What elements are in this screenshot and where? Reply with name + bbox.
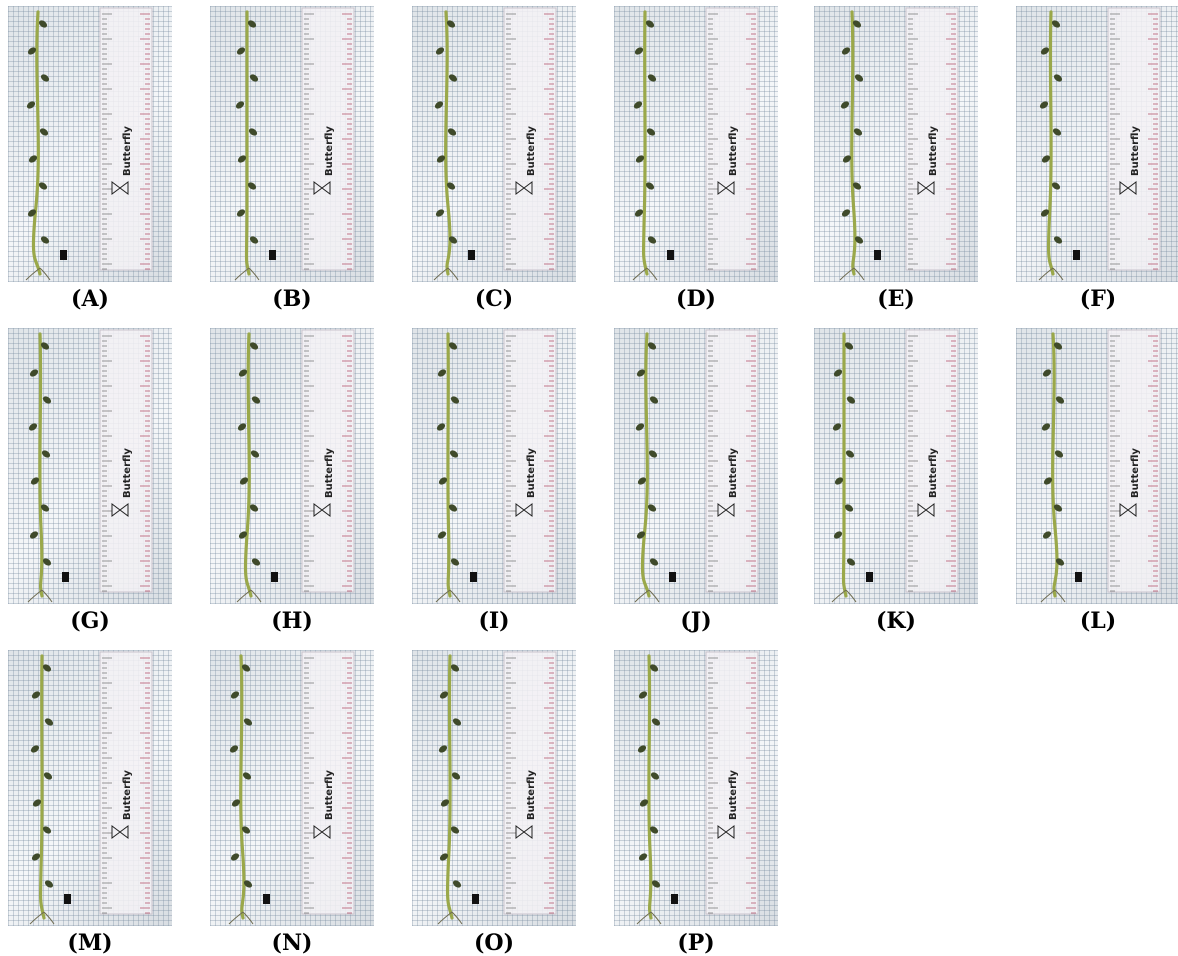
figure-panel: Butterfly (N) [210, 650, 374, 956]
figure-panel: Butterfly (B) [210, 6, 374, 312]
panel-label: (J) [680, 608, 712, 634]
figure-panel: Butterfly (I) [412, 328, 576, 634]
figure-panel: Butterfly (M) [8, 650, 172, 956]
plant-photo: Butterfly [8, 6, 172, 282]
plant-on-ruler-illustration: Butterfly [831, 329, 959, 603]
plant-photo: Butterfly [412, 328, 576, 604]
svg-text:Butterfly: Butterfly [324, 126, 335, 176]
figure-panel: Butterfly (L) [1016, 328, 1178, 634]
svg-text:Butterfly: Butterfly [526, 770, 537, 820]
plant-photo: Butterfly [614, 328, 778, 604]
svg-text:Butterfly: Butterfly [928, 448, 939, 498]
plant-photo: Butterfly [1016, 328, 1178, 604]
svg-text:Butterfly: Butterfly [526, 126, 537, 176]
panel-label: (O) [474, 930, 514, 956]
figure-panel: Butterfly (G) [8, 328, 172, 634]
panel-label: (B) [272, 286, 312, 312]
figure-panel: Butterfly (E) [814, 6, 978, 312]
plant-on-ruler-illustration: Butterfly [1040, 329, 1161, 603]
panel-label: (L) [1079, 608, 1117, 634]
plant-photo: Butterfly [412, 6, 576, 282]
figure-panel: Butterfly (O) [412, 650, 576, 956]
panel-label: (P) [677, 930, 715, 956]
svg-text:Butterfly: Butterfly [122, 126, 133, 176]
plant-photo: Butterfly [814, 328, 978, 604]
svg-text:Butterfly: Butterfly [122, 448, 133, 498]
panel-label: (H) [271, 608, 313, 634]
plant-on-ruler-illustration: Butterfly [437, 651, 557, 925]
panel-label: (K) [876, 608, 916, 634]
plant-on-ruler-illustration: Butterfly [228, 651, 355, 925]
figure-panel: Butterfly (P) [614, 650, 778, 956]
svg-text:Butterfly: Butterfly [526, 448, 537, 498]
svg-text:Butterfly: Butterfly [728, 448, 739, 498]
panel-label: (G) [70, 608, 110, 634]
svg-text:Butterfly: Butterfly [1130, 448, 1141, 498]
plant-photo: Butterfly [1016, 6, 1178, 282]
figure-panel: Butterfly (C) [412, 6, 576, 312]
plant-on-ruler-illustration: Butterfly [433, 7, 557, 281]
svg-text:Butterfly: Butterfly [324, 770, 335, 820]
figure-panel: Butterfly (F) [1016, 6, 1178, 312]
panel-label: (D) [676, 286, 716, 312]
plant-on-ruler-illustration: Butterfly [435, 329, 557, 603]
svg-text:Butterfly: Butterfly [728, 126, 739, 176]
plant-photo: Butterfly [814, 6, 978, 282]
svg-text:Butterfly: Butterfly [122, 770, 133, 820]
plant-on-ruler-illustration: Butterfly [636, 651, 759, 925]
svg-text:Butterfly: Butterfly [324, 448, 335, 498]
plant-on-ruler-illustration: Butterfly [29, 651, 153, 925]
panel-label: (C) [474, 286, 514, 312]
plant-photo: Butterfly [210, 650, 374, 926]
plant-photo: Butterfly [614, 6, 778, 282]
plant-on-ruler-illustration: Butterfly [234, 7, 355, 281]
panel-label: (E) [877, 286, 915, 312]
plant-on-ruler-illustration: Butterfly [632, 7, 759, 281]
panel-label: (A) [71, 286, 109, 312]
svg-text:Butterfly: Butterfly [1130, 126, 1141, 176]
panel-label: (F) [1079, 286, 1117, 312]
figure-panel: Butterfly (H) [210, 328, 374, 634]
svg-text:Butterfly: Butterfly [728, 770, 739, 820]
plant-photo: Butterfly [8, 650, 172, 926]
panel-label: (I) [478, 608, 510, 634]
figure-panel: Butterfly (K) [814, 328, 978, 634]
plant-on-ruler-illustration: Butterfly [27, 329, 153, 603]
figure-panel: Butterfly (A) [8, 6, 172, 312]
panel-label: (M) [67, 930, 113, 956]
plant-photo: Butterfly [614, 650, 778, 926]
plant-on-ruler-illustration: Butterfly [634, 329, 759, 603]
figure-panel: Butterfly (J) [614, 328, 778, 634]
plant-on-ruler-illustration: Butterfly [236, 329, 355, 603]
plant-on-ruler-illustration: Butterfly [25, 7, 153, 281]
panel-label: (N) [271, 930, 313, 956]
plant-photo: Butterfly [8, 328, 172, 604]
figure-panel: Butterfly (D) [614, 6, 778, 312]
plant-photo: Butterfly [210, 328, 374, 604]
plant-photo: Butterfly [412, 650, 576, 926]
plant-on-ruler-illustration: Butterfly [1038, 7, 1161, 281]
svg-text:Butterfly: Butterfly [928, 126, 939, 176]
plant-on-ruler-illustration: Butterfly [839, 7, 959, 281]
plant-photo: Butterfly [210, 6, 374, 282]
